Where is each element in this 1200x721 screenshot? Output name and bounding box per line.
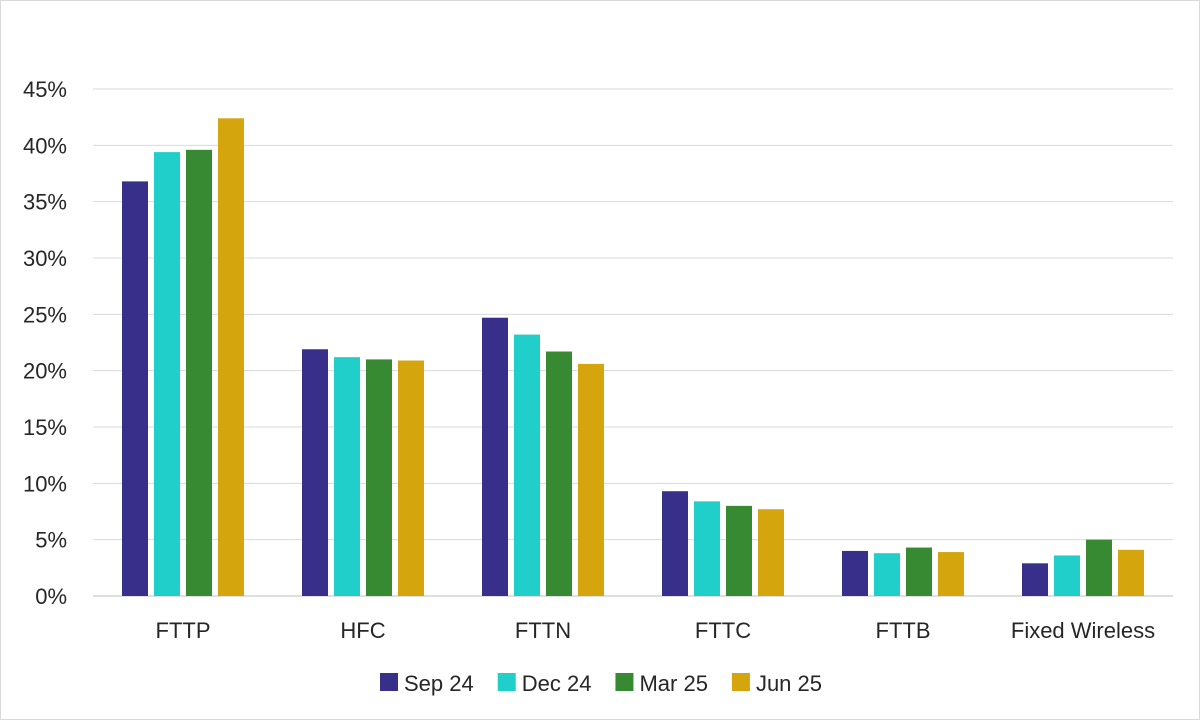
y-tick-label: 25%: [23, 302, 67, 327]
bar-dec-24-fttn: [514, 334, 540, 596]
x-category-label: FTTP: [156, 618, 211, 643]
x-category-label: FTTB: [876, 618, 931, 643]
legend-swatch-sep-24: [380, 673, 398, 691]
bar-dec-24-hfc: [334, 357, 360, 596]
y-tick-label: 40%: [23, 133, 67, 158]
bar-mar-25-fttp: [186, 149, 212, 596]
y-tick-label: 20%: [23, 359, 67, 384]
bar-dec-24-fttb: [874, 553, 900, 596]
bar-jun-25-fttn: [578, 363, 604, 596]
legend-label: Sep 24: [404, 671, 474, 696]
x-category-label: HFC: [340, 618, 385, 643]
bar-dec-24-fttc: [694, 501, 720, 596]
bar-jun-25-fttc: [758, 509, 784, 596]
bar-mar-25-fttc: [726, 505, 752, 596]
bar-jun-25-fttp: [218, 118, 244, 596]
bar-jun-25-fttb: [938, 552, 964, 596]
bar-sep-24-fttc: [662, 491, 688, 596]
legend-swatch-mar-25: [615, 673, 634, 691]
bar-sep-24-fixed-wireless: [1022, 563, 1048, 596]
bar-sep-24-hfc: [302, 349, 328, 596]
y-tick-label: 15%: [23, 415, 67, 440]
bar-mar-25-hfc: [366, 359, 392, 596]
legend-label: Mar 25: [639, 671, 707, 696]
y-tick-label: 30%: [23, 246, 67, 271]
bar-mar-25-fttn: [546, 351, 572, 596]
bar-dec-24-fttp: [154, 152, 180, 597]
y-tick-label: 5%: [35, 528, 67, 553]
y-tick-label: 0%: [35, 584, 67, 609]
legend-swatch-dec-24: [497, 673, 516, 691]
x-category-label: FTTN: [515, 618, 571, 643]
bar-sep-24-fttp: [122, 181, 148, 597]
bar-sep-24-fttn: [482, 317, 508, 596]
bar-dec-24-fixed-wireless: [1054, 555, 1080, 596]
bar-sep-24-fttb: [842, 550, 868, 596]
legend-label: Dec 24: [522, 671, 592, 696]
bar-mar-25-fixed-wireless: [1086, 539, 1112, 596]
bar-mar-25-fttb: [906, 547, 932, 596]
x-category-label: Fixed Wireless: [1011, 618, 1155, 643]
bar-jun-25-fixed-wireless: [1118, 549, 1144, 596]
legend-swatch-jun-25: [731, 673, 750, 691]
x-category-label: FTTC: [695, 618, 751, 643]
y-tick-label: 35%: [23, 190, 67, 215]
bar-jun-25-hfc: [398, 360, 424, 596]
y-tick-label: 10%: [23, 471, 67, 496]
y-tick-label: 45%: [23, 77, 67, 102]
legend-label: Jun 25: [756, 671, 822, 696]
